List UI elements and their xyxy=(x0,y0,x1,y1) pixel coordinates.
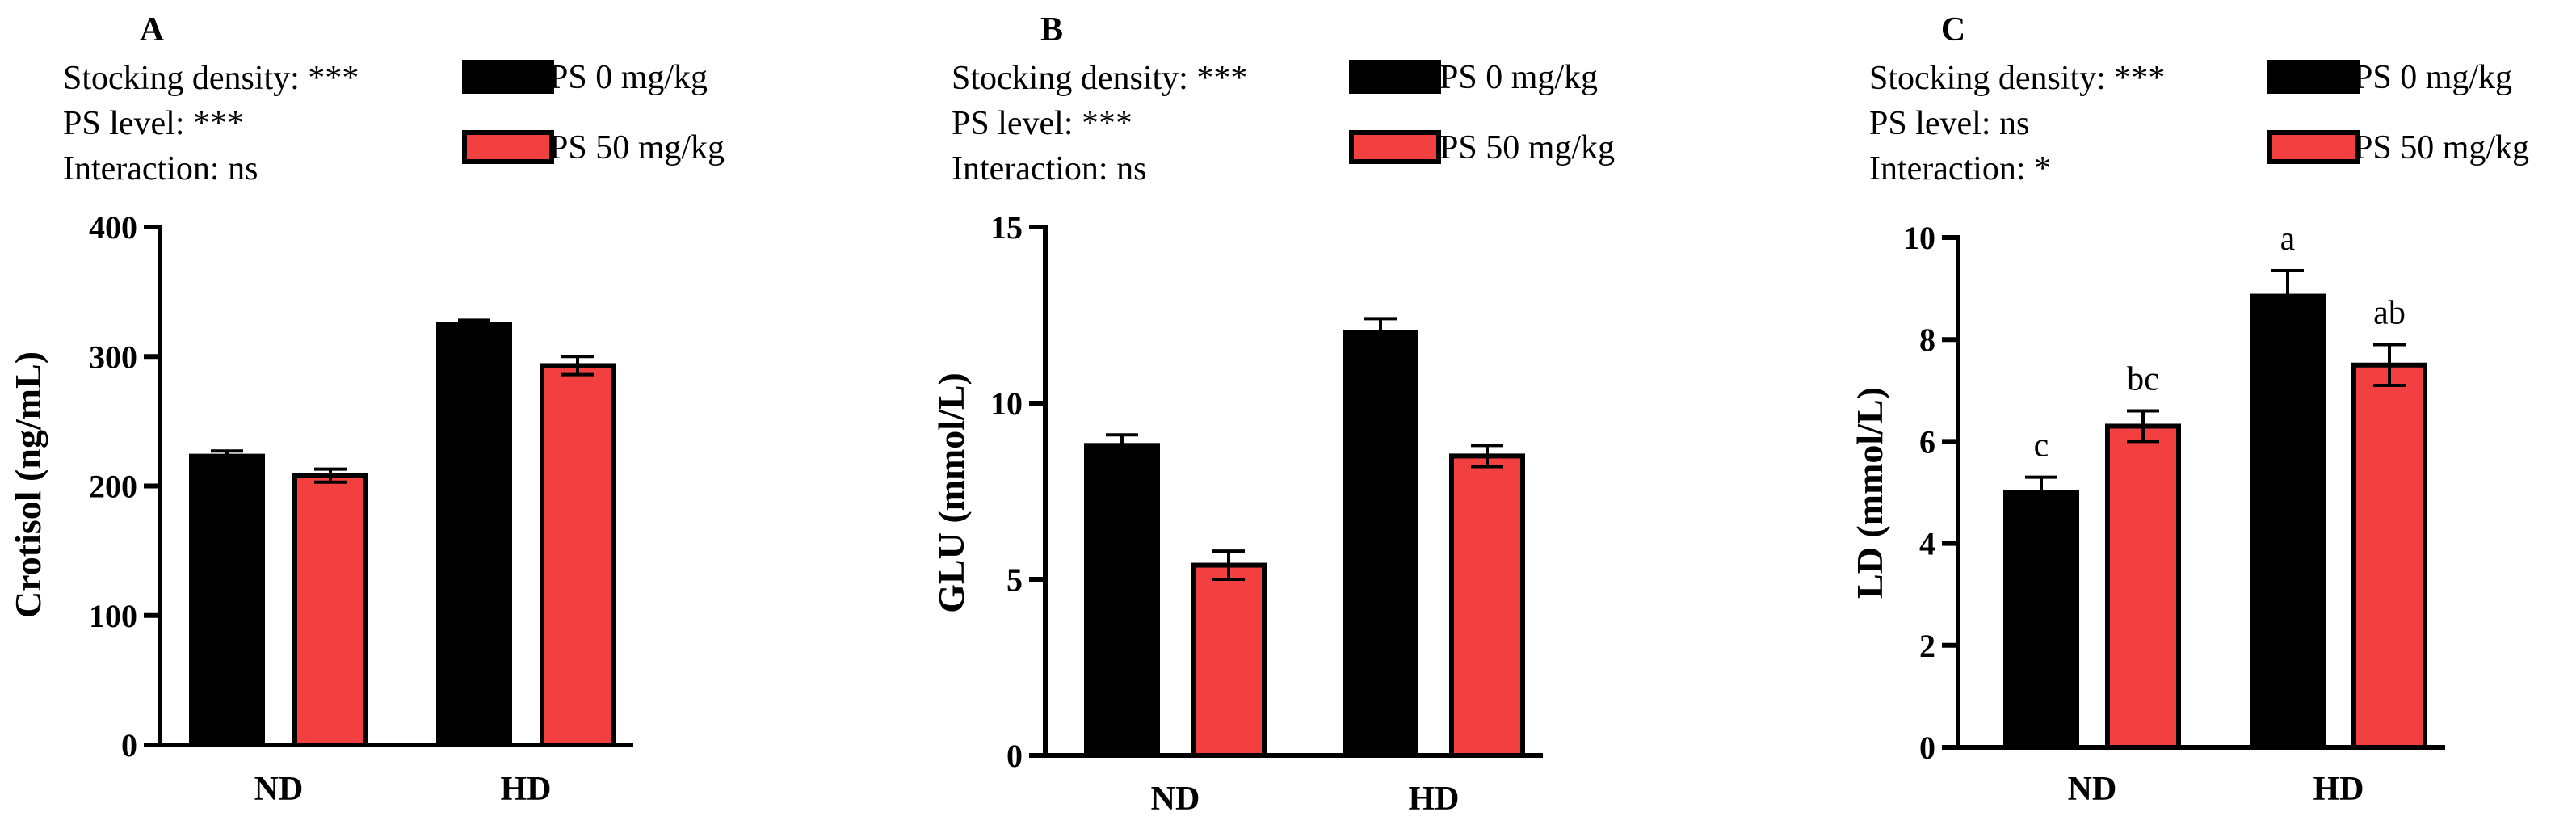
legend-label: PS 0 mg/kg xyxy=(2354,59,2512,96)
bar xyxy=(2105,423,2181,750)
stat-line: Stocking density: *** xyxy=(1869,60,2165,97)
y-tick-label: 100 xyxy=(89,598,137,634)
x-category-label: HD xyxy=(2313,771,2364,808)
panel-letter: C xyxy=(1941,11,1965,48)
legend-swatch xyxy=(1349,60,1441,94)
x-category-label: ND xyxy=(1151,780,1200,818)
y-tick-label: 8 xyxy=(1919,322,1935,358)
bar xyxy=(1449,453,1525,759)
legend-swatch xyxy=(462,130,554,164)
stat-line: Interaction: ns xyxy=(63,150,258,187)
y-tick-label: 400 xyxy=(89,209,137,246)
significance-letter: c xyxy=(2034,427,2049,465)
y-tick-label: 15 xyxy=(990,209,1023,246)
y-axis-label: Crotisol (ng/mL) xyxy=(7,351,48,618)
y-axis-label: GLU (mmol/L) xyxy=(931,372,972,613)
y-tick-label: 4 xyxy=(1919,526,1935,562)
y-tick-label: 200 xyxy=(89,469,137,505)
y-tick-label: 0 xyxy=(1006,738,1023,774)
legend-label: PS 0 mg/kg xyxy=(1439,59,1598,96)
legend-swatch xyxy=(1349,130,1441,164)
x-category-label: HD xyxy=(1409,780,1460,818)
bar xyxy=(1084,443,1160,758)
stat-line: PS level: *** xyxy=(63,105,244,142)
legend-swatch xyxy=(2267,130,2360,164)
x-category-label: ND xyxy=(2068,771,2117,808)
stat-line: Stocking density: *** xyxy=(952,60,1247,97)
panel-c: C Stocking density: *** PS level: ns Intera… xyxy=(1849,11,2529,808)
stat-line: Interaction: ns xyxy=(952,150,1146,187)
bar xyxy=(2250,293,2326,750)
legend-label: PS 50 mg/kg xyxy=(549,129,725,166)
bar xyxy=(189,453,265,748)
y-tick-label: 300 xyxy=(89,339,137,375)
significance-letter: a xyxy=(2280,221,2296,258)
stat-line: Stocking density: *** xyxy=(63,60,359,97)
legend-label: PS 50 mg/kg xyxy=(2354,129,2529,166)
y-tick-label: 2 xyxy=(1919,628,1935,664)
y-tick-label: 5 xyxy=(1006,562,1023,598)
y-tick-label: 0 xyxy=(121,727,137,764)
significance-letter: ab xyxy=(2373,295,2406,332)
stat-line: Interaction: * xyxy=(1869,150,2051,187)
bar xyxy=(2003,490,2079,750)
legend-label: PS 50 mg/kg xyxy=(1439,129,1615,166)
y-tick-label: 6 xyxy=(1919,423,1935,460)
y-tick-label: 10 xyxy=(1903,220,1935,256)
y-tick-label: 0 xyxy=(1919,730,1935,766)
legend-label: PS 0 mg/kg xyxy=(549,59,708,96)
panel-letter: B xyxy=(1040,11,1063,48)
bar xyxy=(2351,362,2427,750)
stat-line: PS level: *** xyxy=(952,105,1133,142)
bar xyxy=(540,363,616,747)
bar xyxy=(1343,330,1418,758)
bar xyxy=(436,322,512,747)
panel-letter: A xyxy=(140,11,165,48)
y-tick-label: 10 xyxy=(990,385,1023,422)
panel-b: B Stocking density: *** PS level: *** Inter… xyxy=(931,11,1615,818)
bar xyxy=(1191,562,1267,758)
stat-line: PS level: ns xyxy=(1869,105,2029,142)
y-axis-label: LD (mmol/L) xyxy=(1849,387,1890,599)
bar xyxy=(292,473,368,747)
legend-swatch xyxy=(462,60,554,94)
x-category-label: ND xyxy=(254,771,304,808)
panel-a: A Stocking density: *** PS level: *** Inter… xyxy=(7,11,725,808)
x-category-label: HD xyxy=(501,771,552,808)
significance-letter: bc xyxy=(2127,361,2159,398)
legend-swatch xyxy=(2267,60,2360,94)
